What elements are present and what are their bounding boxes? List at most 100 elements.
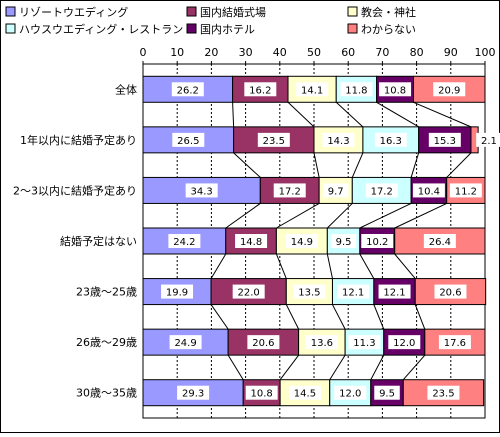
series-line-3-4 <box>359 253 375 279</box>
data-label-bg-6-3 <box>334 385 367 400</box>
series-line-1-4 <box>410 152 420 178</box>
data-label-2-1: 17.2 <box>279 186 301 197</box>
data-label-4-5: 20.6 <box>439 288 461 299</box>
x-tick-label-0: 0 <box>140 46 147 59</box>
data-label-5-2: 13.6 <box>311 338 333 349</box>
data-label-2-0: 34.3 <box>191 186 213 197</box>
x-tick-label-3: 30 <box>239 46 253 59</box>
category-label-6: 30歳～35歳 <box>76 387 137 400</box>
data-label-6-5: 23.5 <box>432 389 454 400</box>
series-line-0-1 <box>232 102 235 127</box>
data-label-5-0: 24.9 <box>174 338 196 349</box>
data-label-5-3: 11.3 <box>353 338 375 349</box>
data-label-4-3: 12.1 <box>342 288 364 299</box>
series-line-5-3 <box>329 354 346 380</box>
data-label-1-3: 16.3 <box>380 136 402 147</box>
series-line-3-5 <box>394 253 416 279</box>
data-label-bg-5-3 <box>348 335 381 350</box>
series-line-0-3 <box>335 101 364 128</box>
data-label-4-1: 22.0 <box>238 288 260 299</box>
data-label-1-5: 2.1 <box>481 136 497 147</box>
data-label-bg-1-1 <box>257 132 290 147</box>
x-tick-label-7: 70 <box>375 46 389 59</box>
data-label-bg-0-1 <box>244 82 277 97</box>
data-label-3-1: 14.8 <box>240 237 262 248</box>
data-label-bg-6-0 <box>177 385 210 400</box>
category-label-5: 26歳～29歳 <box>76 336 137 349</box>
series-line-5-5 <box>402 354 426 381</box>
data-label-0-1: 16.2 <box>249 85 271 96</box>
legend-swatch-0 <box>5 6 16 17</box>
data-label-bg-3-5 <box>423 234 456 248</box>
data-label-bg-3-0 <box>168 234 201 248</box>
series-line-3-3 <box>326 253 333 279</box>
data-label-bg-4-0 <box>161 284 194 299</box>
x-tick-label-6: 60 <box>341 46 355 59</box>
legend-swatch-2 <box>347 6 358 17</box>
data-label-bg-3-4 <box>361 234 394 248</box>
data-label-1-1: 23.5 <box>263 136 285 147</box>
data-label-4-0: 19.9 <box>166 288 188 299</box>
data-label-bg-2-1 <box>273 183 306 198</box>
data-label-3-5: 26.4 <box>429 237 451 248</box>
data-label-bg-3-1 <box>235 234 268 248</box>
data-label-bg-0-4 <box>379 82 412 97</box>
series-line-5-4 <box>370 354 385 380</box>
data-label-bg-6-1 <box>245 385 278 400</box>
series-line-2-3 <box>326 203 353 229</box>
series-line-1-5 <box>446 152 472 178</box>
data-label-bg-0-3 <box>340 82 373 97</box>
series-line-1-2 <box>313 152 320 178</box>
x-tick-label-4: 40 <box>273 46 287 59</box>
series-line-0-4 <box>376 101 419 128</box>
series-line-4-2 <box>285 304 300 330</box>
legend-label-4: 国内ホテル <box>200 22 255 36</box>
category-label-2: 2～3以内に結婚予定あり <box>13 183 137 197</box>
data-label-bg-4-4 <box>378 284 411 299</box>
series-line-5-2 <box>279 354 300 381</box>
data-label-bg-5-0 <box>169 335 202 350</box>
data-label-bg-4-2 <box>293 284 326 299</box>
series-line-1-3 <box>351 152 364 178</box>
data-label-2-2: 9.7 <box>328 186 344 197</box>
series-line-0-2 <box>287 101 315 128</box>
data-label-bg-4-1 <box>232 284 265 299</box>
series-line-4-1 <box>210 304 229 330</box>
data-label-5-4: 12.0 <box>393 338 415 349</box>
data-label-1-4: 15.3 <box>434 136 456 147</box>
legend-swatch-4 <box>186 23 197 34</box>
data-label-bg-0-2 <box>296 82 329 97</box>
data-label-bg-2-3 <box>365 183 398 198</box>
legend-swatch-1 <box>186 6 197 17</box>
data-label-bg-5-4 <box>388 335 421 350</box>
data-label-bg-1-0 <box>172 132 205 147</box>
data-label-bg-1-3 <box>374 132 407 147</box>
data-label-bg-2-5 <box>449 183 482 198</box>
data-label-4-4: 12.1 <box>383 288 405 299</box>
x-tick-label-5: 50 <box>307 46 321 59</box>
legend-label-3: ハウスウエディング・レストラン <box>19 22 183 36</box>
data-label-bg-1-2 <box>322 132 355 147</box>
category-label-4: 23歳～25歳 <box>76 286 137 299</box>
data-label-6-0: 29.3 <box>182 389 204 400</box>
x-tick-label-9: 90 <box>444 46 458 59</box>
series-line-1-1 <box>233 152 261 178</box>
data-label-bg-5-1 <box>247 335 280 350</box>
data-label-2-5: 11.2 <box>455 186 477 197</box>
data-label-bg-6-2 <box>288 385 321 400</box>
series-line-2-2 <box>276 202 320 229</box>
legend-swatch-3 <box>5 23 16 34</box>
x-tick-label-10: 100 <box>475 46 496 59</box>
series-line-2-5 <box>394 202 447 229</box>
series-line-3-1 <box>210 253 227 279</box>
category-label-0: 全体 <box>115 82 137 96</box>
data-label-0-0: 26.2 <box>177 85 199 96</box>
data-label-0-3: 11.8 <box>345 85 367 96</box>
data-label-bg-3-2 <box>285 234 318 248</box>
series-line-4-3 <box>332 304 346 330</box>
data-label-6-1: 10.8 <box>251 389 273 400</box>
data-label-0-5: 20.9 <box>438 85 460 96</box>
